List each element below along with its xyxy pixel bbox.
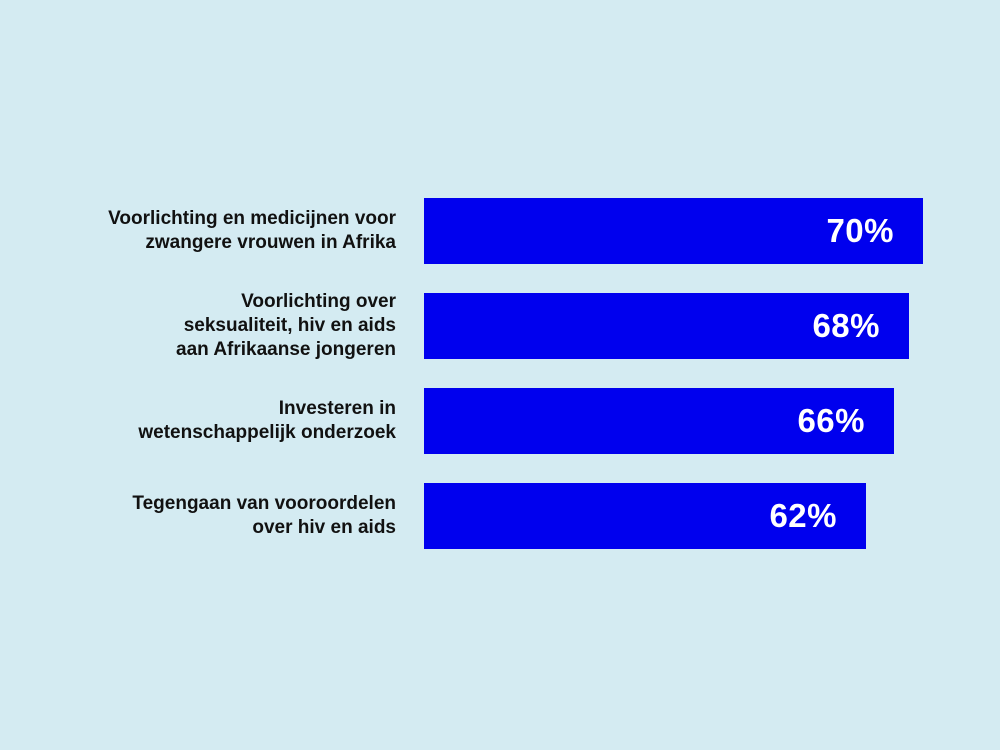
value-label: 62% <box>769 497 837 534</box>
category-label: Voorlichting over seksualiteit, hiv en a… <box>176 291 396 360</box>
value-label: 66% <box>797 402 865 439</box>
bar: 62% <box>424 483 866 549</box>
bar: 68% <box>424 293 909 359</box>
category-label: Investeren in wetenschappelijk onderzoek <box>138 398 396 443</box>
category-label: Voorlichting en medicijnen voor zwangere… <box>108 208 396 253</box>
value-label: 70% <box>826 212 894 249</box>
value-label: 68% <box>812 307 880 344</box>
bar: 66% <box>424 388 894 454</box>
category-label: Tegengaan van vooroordelen over hiv en a… <box>132 493 396 538</box>
bar: 70% <box>424 198 923 264</box>
